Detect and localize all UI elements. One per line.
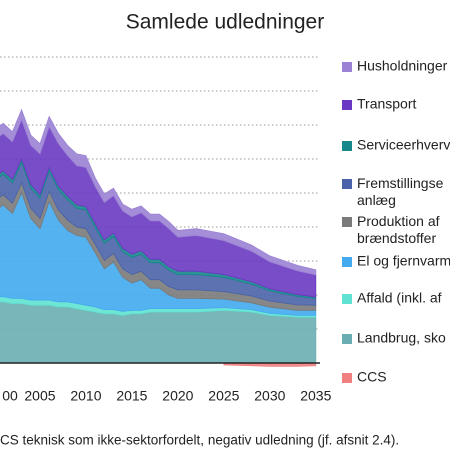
- legend-swatch: [342, 257, 352, 267]
- legend-swatch: [342, 334, 352, 344]
- x-tick-label: 2030: [254, 388, 285, 404]
- legend-label: Affald (inkl. af: [357, 290, 442, 306]
- legend-label: Serviceerhverv: [357, 137, 450, 153]
- legend-swatch: [342, 100, 352, 110]
- legend-label: Produktion af brændstoffer: [357, 213, 440, 246]
- footnote: CS teknisk som ikke-sektorfordelt, negat…: [0, 433, 399, 448]
- legend-swatch: [342, 179, 352, 189]
- chart-title: Samlede udledninger: [126, 11, 324, 34]
- legend-swatch: [342, 62, 352, 72]
- legend-label: El og fjernvarm: [357, 253, 450, 269]
- legend-label: CCS: [357, 369, 387, 385]
- x-tick-label: 2020: [162, 388, 193, 404]
- legend-label: Husholdninger: [357, 58, 448, 74]
- legend-label: Transport: [357, 96, 417, 112]
- x-tick-label: 2005: [24, 388, 55, 404]
- area: [0, 108, 317, 276]
- x-tick-label: 00: [2, 388, 18, 404]
- legend-label: Fremstillingse anlæg: [357, 175, 444, 208]
- x-tick-label: 2015: [116, 388, 147, 404]
- x-tick-label: 2035: [300, 388, 331, 404]
- legend-swatch: [342, 141, 352, 151]
- legend-swatch: [342, 373, 352, 383]
- x-tick-label: 2025: [208, 388, 239, 404]
- legend-swatch: [342, 217, 352, 227]
- legend-label: Landbrug, sko: [357, 330, 446, 346]
- x-tick-label: 2010: [70, 388, 101, 404]
- legend-swatch: [342, 294, 352, 304]
